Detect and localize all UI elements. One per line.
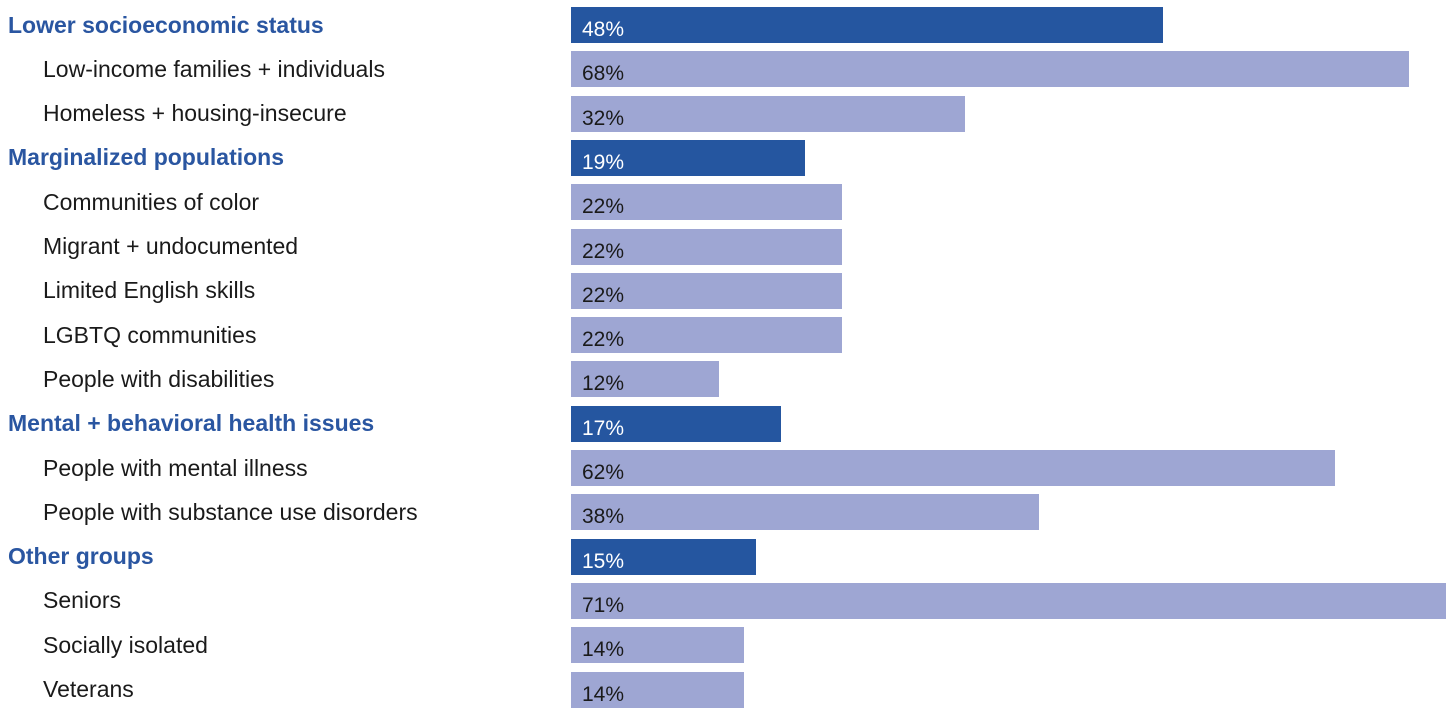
group-label: Mental + behavioral health issues	[0, 406, 374, 442]
bar-value-label: 68%	[582, 62, 624, 86]
group-label: Lower socioeconomic status	[0, 7, 324, 43]
category-bar: 68%	[571, 51, 1409, 87]
category-bar: 22%	[571, 273, 842, 309]
category-bar: 12%	[571, 361, 719, 397]
group-bar: 48%	[571, 7, 1163, 43]
category-label: Socially isolated	[0, 627, 208, 663]
group-label: Other groups	[0, 539, 154, 575]
bar-value-label: 22%	[582, 195, 624, 219]
category-bar: 22%	[571, 317, 842, 353]
category-label: Migrant + undocumented	[0, 229, 298, 265]
bar-value-label: 22%	[582, 240, 624, 264]
category-bar: 32%	[571, 96, 965, 132]
category-bar: 22%	[571, 229, 842, 265]
category-label: Homeless + housing-insecure	[0, 96, 347, 132]
category-bar: 14%	[571, 672, 744, 708]
group-bar: 19%	[571, 140, 805, 176]
category-label: People with substance use disorders	[0, 494, 418, 530]
bar-value-label: 15%	[582, 550, 624, 574]
bar-value-label: 48%	[582, 18, 624, 42]
category-label: People with mental illness	[0, 450, 308, 486]
bar-value-label: 32%	[582, 107, 624, 131]
category-label: Veterans	[0, 672, 134, 708]
group-bar: 15%	[571, 539, 756, 575]
bar-value-label: 22%	[582, 284, 624, 308]
category-label: Limited English skills	[0, 273, 255, 309]
bar-value-label: 12%	[582, 372, 624, 396]
bar-value-label: 19%	[582, 151, 624, 175]
category-bar: 62%	[571, 450, 1335, 486]
bar-value-label: 38%	[582, 505, 624, 529]
bar-value-label: 62%	[582, 461, 624, 485]
bar-value-label: 14%	[582, 638, 624, 662]
category-label: Seniors	[0, 583, 121, 619]
category-label: LGBTQ communities	[0, 317, 256, 353]
category-label: Low-income families + individuals	[0, 51, 385, 87]
category-label: Communities of color	[0, 184, 259, 220]
bar-value-label: 17%	[582, 417, 624, 441]
group-label: Marginalized populations	[0, 140, 284, 176]
category-bar: 71%	[571, 583, 1446, 619]
group-bar: 17%	[571, 406, 781, 442]
category-bar: 38%	[571, 494, 1039, 530]
category-label: People with disabilities	[0, 361, 274, 397]
bar-value-label: 14%	[582, 683, 624, 707]
category-bar: 14%	[571, 627, 744, 663]
bar-value-label: 71%	[582, 594, 624, 618]
bar-value-label: 22%	[582, 328, 624, 352]
category-bar: 22%	[571, 184, 842, 220]
